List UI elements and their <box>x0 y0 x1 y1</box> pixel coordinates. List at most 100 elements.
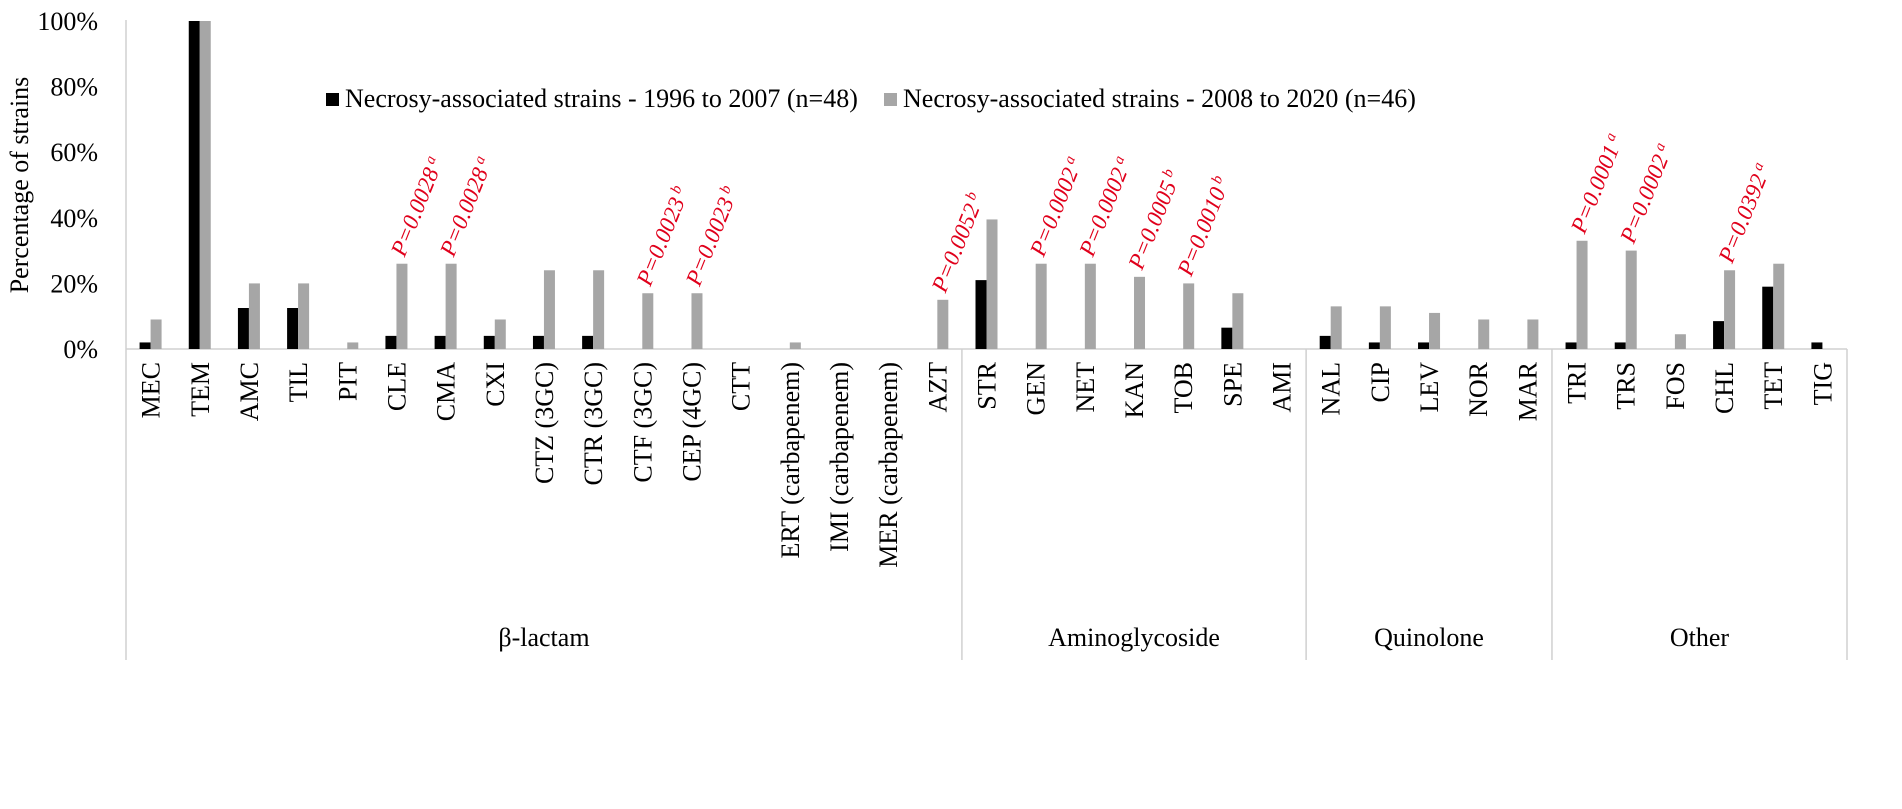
group-label: Other <box>1670 623 1730 652</box>
bar-series-2-fos <box>1674 334 1686 349</box>
p-value-text: P=0.0028 <box>386 164 445 261</box>
bar-series-2-til <box>298 283 310 349</box>
bar-series-1-tet <box>1762 286 1774 349</box>
bar-series-2-cxi <box>494 319 506 349</box>
p-value-superscript: a <box>1602 131 1620 144</box>
x-category-label: CXI <box>481 362 510 407</box>
p-value-text: P=0.0392 <box>1713 171 1771 267</box>
x-category-label: NET <box>1071 362 1100 413</box>
legend-label-series-1: Necrosy-associated strains - 1996 to 200… <box>345 84 858 113</box>
x-category-label: TIG <box>1808 362 1837 405</box>
bar-series-1-mec <box>139 342 151 349</box>
x-category-label: SPE <box>1218 362 1247 407</box>
bar-series-2-net <box>1084 263 1096 349</box>
x-category-label: CIP <box>1366 362 1395 402</box>
group-label: Aminoglycoside <box>1048 623 1220 652</box>
p-value-superscript: b <box>668 183 686 196</box>
bar-series-1-tri <box>1565 342 1577 349</box>
x-category-label: AMC <box>235 362 264 421</box>
bar-series-2-kan <box>1134 276 1146 349</box>
legend-label-series-2: Necrosy-associated strains - 2008 to 202… <box>903 84 1416 113</box>
bar-series-2-cle <box>396 263 408 349</box>
bar-series-1-trs <box>1614 342 1626 349</box>
p-value-text: P=0.0023 <box>631 194 689 290</box>
group-label: Quinolone <box>1374 623 1484 652</box>
y-axis-label-group: Percentage of strains <box>5 77 34 294</box>
group-label: β-lactam <box>498 623 589 652</box>
bar-series-1-lev <box>1418 342 1430 349</box>
bar-series-2-ctf-3gc- <box>642 293 654 349</box>
bar-series-1-tig <box>1811 342 1823 349</box>
p-value-text: P=0.0023 <box>681 194 739 290</box>
bar-series-2-nor <box>1478 319 1490 349</box>
bar-series-2-tob <box>1183 283 1195 349</box>
bar-series-2-chl <box>1724 270 1736 349</box>
x-category-label: IMI (carbapenem) <box>825 362 854 552</box>
bar-series-2-mec <box>150 319 162 349</box>
x-category-label: LEV <box>1415 362 1444 413</box>
p-value-superscript: b <box>717 183 735 196</box>
bar-series-2-azt <box>937 299 949 349</box>
bar-series-1-cle <box>385 335 397 349</box>
p-value-superscript: a <box>471 153 489 166</box>
p-value-text: P=0.0005 <box>1123 177 1181 273</box>
bar-series-2-ctz-3gc- <box>543 270 555 349</box>
bar-series-2-gen <box>1035 263 1047 349</box>
bar-series-1-cxi <box>483 335 495 349</box>
p-value-superscript: a <box>1111 153 1129 166</box>
x-category-label: CTF (3GC) <box>628 362 657 483</box>
p-value-text: P=0.0002 <box>1074 164 1132 260</box>
x-category-label: AZT <box>923 362 952 413</box>
p-value-superscript: b <box>1209 173 1227 186</box>
bar-series-1-nal <box>1319 335 1331 349</box>
x-category-label: PIT <box>333 362 362 401</box>
x-category-label: CTR (3GC) <box>579 362 608 486</box>
group-labels: β-lactam Aminoglycoside Quinolone Other <box>498 623 1729 652</box>
x-category-label: CHL <box>1710 362 1739 414</box>
x-category-label: STR <box>973 361 1002 409</box>
x-category-label: CTT <box>727 362 756 411</box>
bar-series-2-tet <box>1773 263 1785 349</box>
p-value-superscript: b <box>963 189 981 202</box>
x-category-label: TOB <box>1169 362 1198 414</box>
x-category-label: TRS <box>1612 362 1641 410</box>
bar-series-2-trs <box>1625 250 1637 349</box>
bar-series-1-spe <box>1221 327 1233 349</box>
p-value-annotation: P=0.0023b <box>681 183 744 290</box>
bar-series-1-ctr-3gc- <box>582 335 594 349</box>
bar-series-1-str <box>975 280 987 349</box>
bar-series-1-cip <box>1368 342 1380 349</box>
bar-series-2-lev <box>1429 312 1441 349</box>
y-tick-label: 20% <box>50 269 98 298</box>
x-category-label: NAL <box>1317 362 1346 415</box>
p-value-annotation: P=0.0392a <box>1713 160 1776 267</box>
x-category-label: MER (carbapenem) <box>874 362 903 568</box>
y-tick-label: 80% <box>50 73 98 102</box>
x-category-label: TET <box>1759 362 1788 410</box>
x-category-label: AMI <box>1268 362 1297 413</box>
p-value-text: P=0.0002 <box>1025 164 1083 260</box>
y-ticks: 0% 20% 40% 60% 80% 100% <box>37 7 98 364</box>
bar-series-2-amc <box>248 283 260 349</box>
legend-swatch-series-1 <box>326 93 339 106</box>
y-tick-label: 60% <box>50 138 98 167</box>
p-value-superscript: a <box>1750 160 1768 173</box>
p-value-annotation: P=0.0001a <box>1566 131 1629 238</box>
p-value-superscript: a <box>422 153 440 166</box>
p-value-annotation: P=0.0002a <box>1074 153 1137 260</box>
x-category-label: FOS <box>1661 362 1690 410</box>
bar-series-1-tem <box>188 21 200 349</box>
x-category-label: GEN <box>1022 362 1051 416</box>
p-value-text: P=0.0001 <box>1566 141 1624 237</box>
x-category-label: TRI <box>1563 362 1592 404</box>
bar-series-2-tem <box>199 21 211 349</box>
x-category-label: NOR <box>1464 361 1493 417</box>
bar-series-2-pit <box>347 342 359 349</box>
y-axis-label: Percentage of strains <box>5 77 34 294</box>
bar-series-2-nal <box>1330 306 1342 349</box>
y-tick-label: 40% <box>50 204 98 233</box>
bar-series-1-amc <box>237 308 249 349</box>
p-value-text: P=0.0028 <box>435 164 494 261</box>
y-tick-label: 100% <box>37 7 98 36</box>
